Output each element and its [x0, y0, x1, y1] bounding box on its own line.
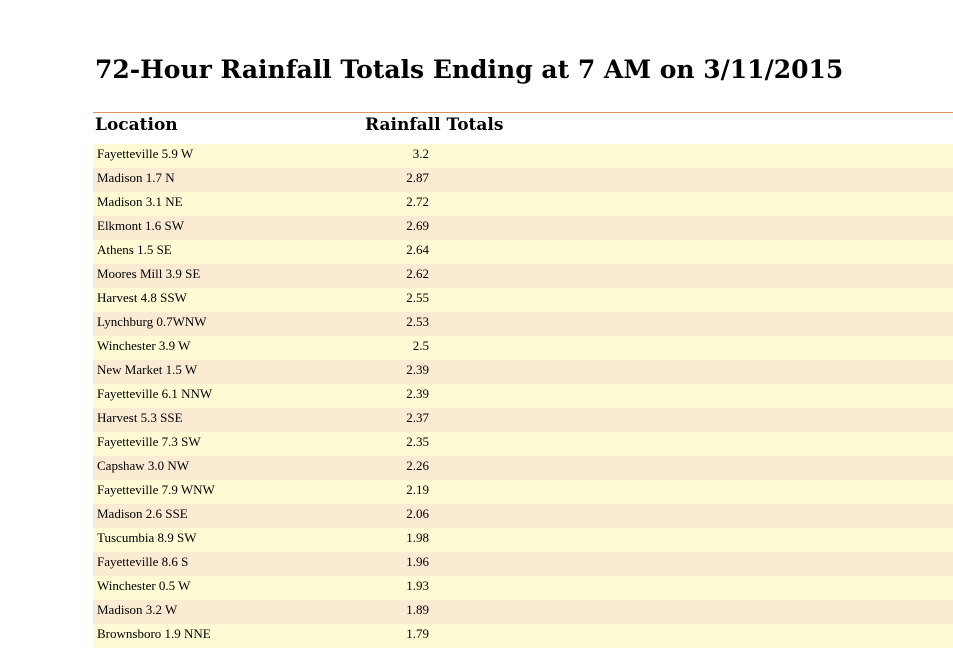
column-header-rainfall-totals: Rainfall Totals	[365, 115, 504, 135]
table-row: Fayetteville 5.9 W 3.2	[93, 144, 953, 168]
header-divider	[93, 112, 953, 113]
cell-location: Tuscumbia 8.9 SW	[97, 530, 197, 545]
page-title: 72-Hour Rainfall Totals Ending at 7 AM o…	[95, 55, 844, 84]
cell-location: Fayetteville 7.3 SW	[97, 434, 201, 449]
cell-location: Lynchburg 0.7WNW	[97, 314, 207, 329]
cell-rainfall-total: 2.53	[406, 314, 429, 329]
cell-location: Madison 3.1 NE	[97, 194, 183, 209]
cell-location: Brownsboro 1.9 NNE	[97, 626, 211, 641]
table-row: Winchester 0.5 W 1.93	[93, 576, 953, 600]
table-row: Madison 3.2 W 1.89	[93, 600, 953, 624]
cell-rainfall-total: 1.89	[406, 602, 429, 617]
table-row: Elkmont 1.6 SW 2.69	[93, 216, 953, 240]
cell-rainfall-total: 3.2	[412, 146, 429, 161]
cell-location: Madison 2.6 SSE	[97, 506, 188, 521]
cell-rainfall-total: 2.19	[406, 482, 429, 497]
cell-rainfall-total: 2.26	[406, 458, 429, 473]
cell-location: Harvest 4.8 SSW	[97, 290, 187, 305]
table-row: Brownsboro 1.9 NNE 1.79	[93, 624, 953, 648]
cell-location: New Market 1.5 W	[97, 362, 198, 377]
cell-location: Fayetteville 6.1 NNW	[97, 386, 213, 401]
cell-rainfall-total: 2.64	[406, 242, 429, 257]
table-row: Fayetteville 7.3 SW 2.35	[93, 432, 953, 456]
table-row: Madison 1.7 N 2.87	[93, 168, 953, 192]
table-row: Winchester 3.9 W 2.5	[93, 336, 953, 360]
table-row: Harvest 4.8 SSW 2.55	[93, 288, 953, 312]
cell-location: Fayetteville 8.6 S	[97, 554, 189, 569]
rainfall-table: Fayetteville 5.9 W 3.2 Madison 1.7 N 2.87 Ma…	[93, 144, 953, 648]
cell-rainfall-total: 2.39	[406, 386, 429, 401]
table-row: Madison 2.6 SSE 2.06	[93, 504, 953, 528]
cell-rainfall-total: 2.37	[406, 410, 429, 425]
table-row: New Market 1.5 W 2.39	[93, 360, 953, 384]
column-header-location: Location	[95, 115, 178, 135]
cell-location: Athens 1.5 SE	[97, 242, 172, 257]
table-row: Fayetteville 6.1 NNW 2.39	[93, 384, 953, 408]
cell-rainfall-total: 1.79	[406, 626, 429, 641]
table-row: Fayetteville 8.6 S 1.96	[93, 552, 953, 576]
cell-rainfall-total: 2.69	[406, 218, 429, 233]
cell-location: Elkmont 1.6 SW	[97, 218, 185, 233]
table-row: Moores Mill 3.9 SE 2.62	[93, 264, 953, 288]
cell-rainfall-total: 2.55	[406, 290, 429, 305]
cell-location: Capshaw 3.0 NW	[97, 458, 190, 473]
cell-location: Madison 1.7 N	[97, 170, 175, 185]
cell-rainfall-total: 1.96	[406, 554, 429, 569]
cell-rainfall-total: 1.98	[406, 530, 429, 545]
table-row: Tuscumbia 8.9 SW 1.98	[93, 528, 953, 552]
table-header: Location Rainfall Totals	[93, 114, 953, 140]
cell-rainfall-total: 2.06	[406, 506, 429, 521]
cell-rainfall-total: 2.72	[406, 194, 429, 209]
cell-location: Madison 3.2 W	[97, 602, 178, 617]
cell-location: Fayetteville 7.9 WNW	[97, 482, 215, 497]
cell-location: Winchester 3.9 W	[97, 338, 191, 353]
cell-location: Moores Mill 3.9 SE	[97, 266, 201, 281]
cell-rainfall-total: 2.62	[406, 266, 429, 281]
cell-location: Fayetteville 5.9 W	[97, 146, 194, 161]
table-row: Madison 3.1 NE 2.72	[93, 192, 953, 216]
cell-rainfall-total: 1.93	[406, 578, 429, 593]
table-row: Capshaw 3.0 NW 2.26	[93, 456, 953, 480]
table-row: Athens 1.5 SE 2.64	[93, 240, 953, 264]
cell-rainfall-total: 2.35	[406, 434, 429, 449]
cell-rainfall-total: 2.5	[412, 338, 429, 353]
cell-location: Winchester 0.5 W	[97, 578, 191, 593]
cell-location: Harvest 5.3 SSE	[97, 410, 183, 425]
table-row: Fayetteville 7.9 WNW 2.19	[93, 480, 953, 504]
cell-rainfall-total: 2.87	[406, 170, 429, 185]
table-row: Harvest 5.3 SSE 2.37	[93, 408, 953, 432]
table-row: Lynchburg 0.7WNW 2.53	[93, 312, 953, 336]
cell-rainfall-total: 2.39	[406, 362, 429, 377]
